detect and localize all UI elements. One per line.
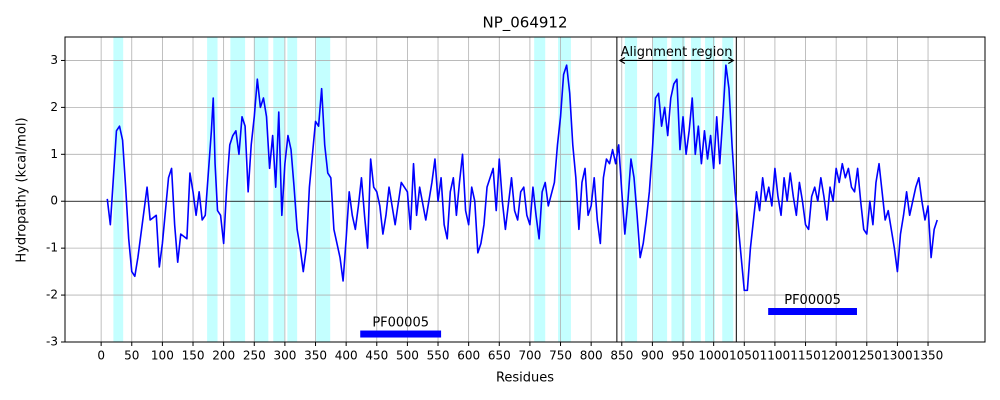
plot-frame xyxy=(64,36,986,343)
x-tick-label: 1100 xyxy=(760,349,791,363)
highlight-region xyxy=(722,37,734,342)
highlight-region xyxy=(113,37,124,342)
hydropathy-line xyxy=(106,64,938,292)
x-tick-label: 1050 xyxy=(729,349,760,363)
x-tick-label: 1250 xyxy=(852,349,883,363)
highlight-region xyxy=(624,37,638,342)
highlight-region xyxy=(316,37,331,342)
chart-title: NP_064912 xyxy=(482,14,567,33)
x-tick-label: 800 xyxy=(580,349,603,363)
x-axis-label: Residues xyxy=(496,371,554,386)
domain-bar xyxy=(360,330,442,338)
alignment-arrow xyxy=(618,56,735,64)
x-tick-label: 350 xyxy=(304,349,327,363)
alignment-label: Alignment region xyxy=(621,45,733,60)
x-tick-label: 950 xyxy=(672,349,695,363)
highlight-region xyxy=(230,37,246,342)
x-tick-label: 400 xyxy=(335,349,358,363)
domain-bar xyxy=(768,308,857,315)
highlight-region xyxy=(705,37,715,342)
x-tick-label: 100 xyxy=(151,349,174,363)
highlight-region xyxy=(690,37,701,342)
x-tick-label: 1350 xyxy=(913,349,944,363)
y-tick-label: 0 xyxy=(50,194,58,208)
x-tick-label: 750 xyxy=(549,349,572,363)
domain-label: PF00005 xyxy=(784,293,841,308)
x-tick-label: 450 xyxy=(365,349,388,363)
x-tick-label: 600 xyxy=(457,349,480,363)
y-tick-label: 2 xyxy=(50,100,58,114)
highlight-region xyxy=(254,37,269,342)
highlight-region xyxy=(534,37,546,342)
y-tick-label: -3 xyxy=(46,335,58,349)
x-tick-label: 650 xyxy=(488,349,511,363)
x-tick-label: 300 xyxy=(273,349,296,363)
highlight-region xyxy=(287,37,298,342)
y-tick-label: 3 xyxy=(50,53,58,67)
x-tick-label: 50 xyxy=(124,349,139,363)
x-tick-label: 0 xyxy=(97,349,105,363)
x-tick-label: 1000 xyxy=(698,349,729,363)
domain-label: PF00005 xyxy=(372,316,429,331)
x-tick-label: 900 xyxy=(641,349,664,363)
y-axis-label: Hydropathy (kcal/mol) xyxy=(15,117,30,262)
y-tick-label: 1 xyxy=(50,147,58,161)
x-tick-label: 550 xyxy=(427,349,450,363)
x-tick-label: 250 xyxy=(243,349,266,363)
x-tick-label: 500 xyxy=(396,349,419,363)
x-tick-label: 1150 xyxy=(790,349,821,363)
highlight-region xyxy=(653,37,668,342)
y-tick-label: -2 xyxy=(46,288,58,302)
x-tick-label: 700 xyxy=(518,349,541,363)
highlight-region xyxy=(207,37,218,342)
y-tick-label: -1 xyxy=(46,241,58,255)
x-tick-label: 850 xyxy=(610,349,633,363)
x-tick-label: 150 xyxy=(182,349,205,363)
highlight-region xyxy=(273,37,285,342)
highlight-region xyxy=(671,37,685,342)
x-tick-label: 1300 xyxy=(882,349,913,363)
x-tick-label: 200 xyxy=(212,349,235,363)
x-tick-label: 1200 xyxy=(821,349,852,363)
